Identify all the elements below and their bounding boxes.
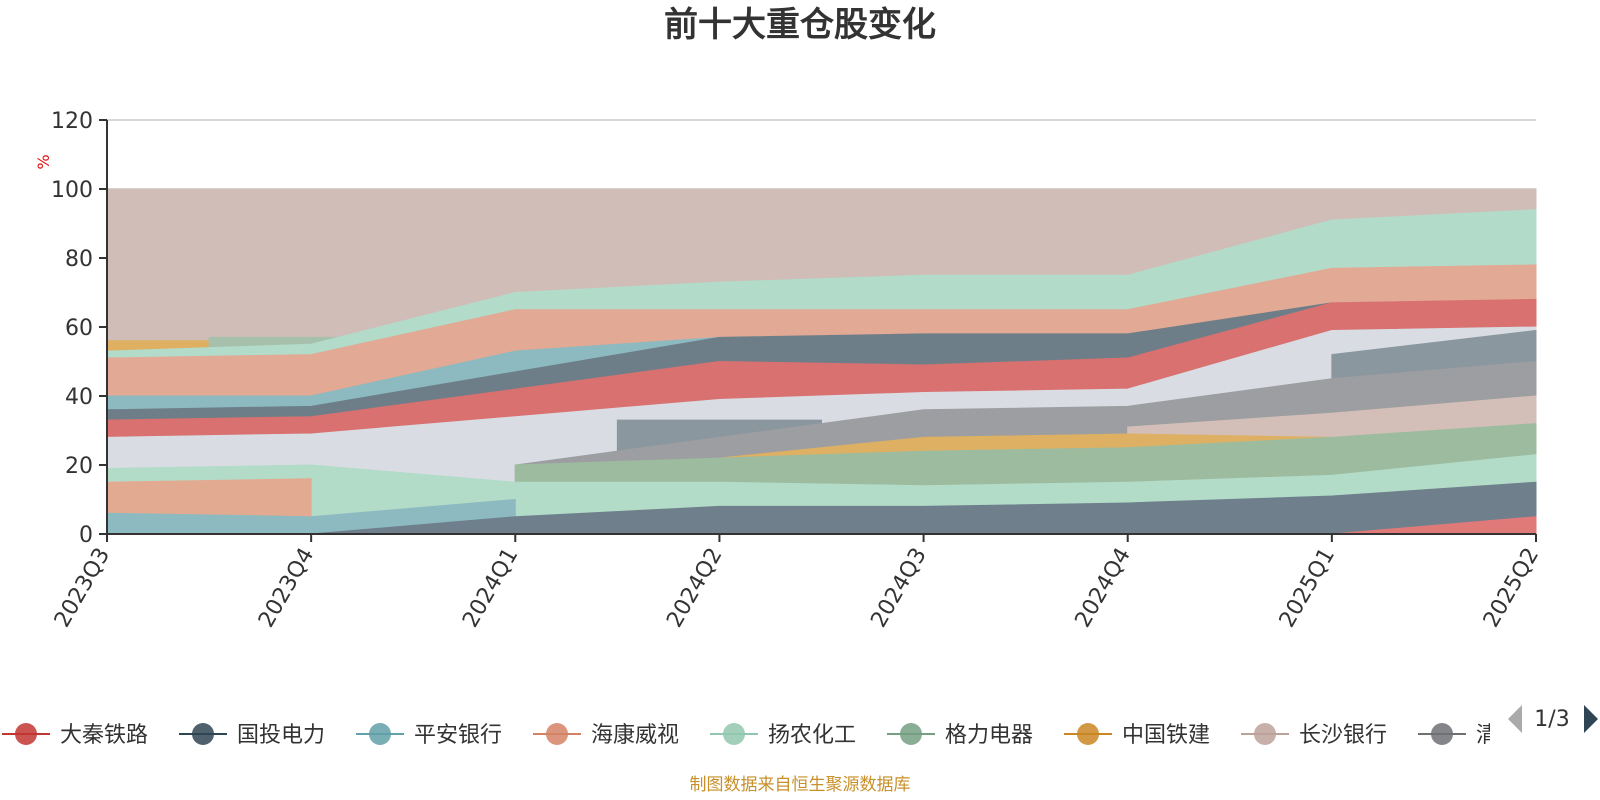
y-tick-label: 120 <box>51 109 93 134</box>
data-source-note: 制图数据来自恒生聚源数据库 <box>690 775 911 795</box>
x-tick-label: 2025Q2 <box>1479 544 1544 632</box>
legend-item[interactable]: 长沙银行 <box>1241 723 1387 748</box>
legend-item[interactable]: 平安银行 <box>356 723 502 748</box>
legend-label: 长沙银行 <box>1299 723 1387 748</box>
x-tick-label: 2023Q3 <box>50 544 115 632</box>
legend-item[interactable]: 格力电器 <box>887 723 1033 748</box>
y-tick-label: 100 <box>51 178 93 203</box>
area-series <box>106 188 1537 535</box>
legend-label: 中国铁建 <box>1122 723 1210 748</box>
legend-label: 平安银行 <box>414 723 502 748</box>
legend-marker <box>192 723 214 745</box>
x-tick-label: 2024Q2 <box>662 544 727 632</box>
x-tick-label: 2024Q1 <box>458 544 523 632</box>
legend-marker <box>1077 723 1099 745</box>
legend-item[interactable]: 大秦铁路 <box>2 723 148 748</box>
legend-item[interactable]: 中国铁建 <box>1064 723 1210 748</box>
legend-marker <box>1431 723 1453 745</box>
legend-item[interactable]: 扬农化工 <box>710 723 856 748</box>
legend-marker <box>723 723 745 745</box>
legend-item[interactable]: 海康威视 <box>533 723 679 748</box>
legend-label: 国投电力 <box>237 723 325 748</box>
triangle-left-icon[interactable] <box>1508 705 1522 733</box>
legend-marker <box>546 723 568 745</box>
y-tick-label: 80 <box>65 247 93 272</box>
legend-overflow-mask <box>1490 710 1504 750</box>
x-tick-label: 2024Q3 <box>866 544 931 632</box>
legend-item[interactable]: 国投电力 <box>179 723 325 748</box>
legend-marker <box>1254 723 1276 745</box>
legend-label: 海康威视 <box>591 723 679 748</box>
legend-label: 格力电器 <box>945 723 1033 748</box>
legend-page-indicator: 1/3 <box>1534 707 1569 732</box>
legend-pager: 1/3 <box>1508 705 1598 733</box>
legend-label: 扬农化工 <box>768 723 856 748</box>
triangle-right-icon[interactable] <box>1584 705 1598 733</box>
legend-marker <box>369 723 391 745</box>
x-tick-label: 2023Q4 <box>254 544 319 632</box>
y-tick-label: 20 <box>65 454 93 479</box>
chart-title: 前十大重仓股变化 <box>664 5 936 45</box>
y-tick-label: 0 <box>79 523 93 548</box>
legend-marker <box>900 723 922 745</box>
y-tick-label: 60 <box>65 316 93 341</box>
legend-label: 大秦铁路 <box>60 723 148 748</box>
y-tick-label: 40 <box>65 385 93 410</box>
x-tick-label: 2024Q4 <box>1071 544 1136 632</box>
x-tick-label: 2025Q1 <box>1275 544 1340 632</box>
y-axis-unit: % <box>34 154 53 169</box>
legend: 大秦铁路 国投电力 平安银行 海康威视 扬农化工 格力电器 中国铁建 长沙银行 清 <box>2 710 1504 750</box>
legend-item[interactable]: 清 <box>1418 723 1498 748</box>
legend-marker <box>15 723 37 745</box>
